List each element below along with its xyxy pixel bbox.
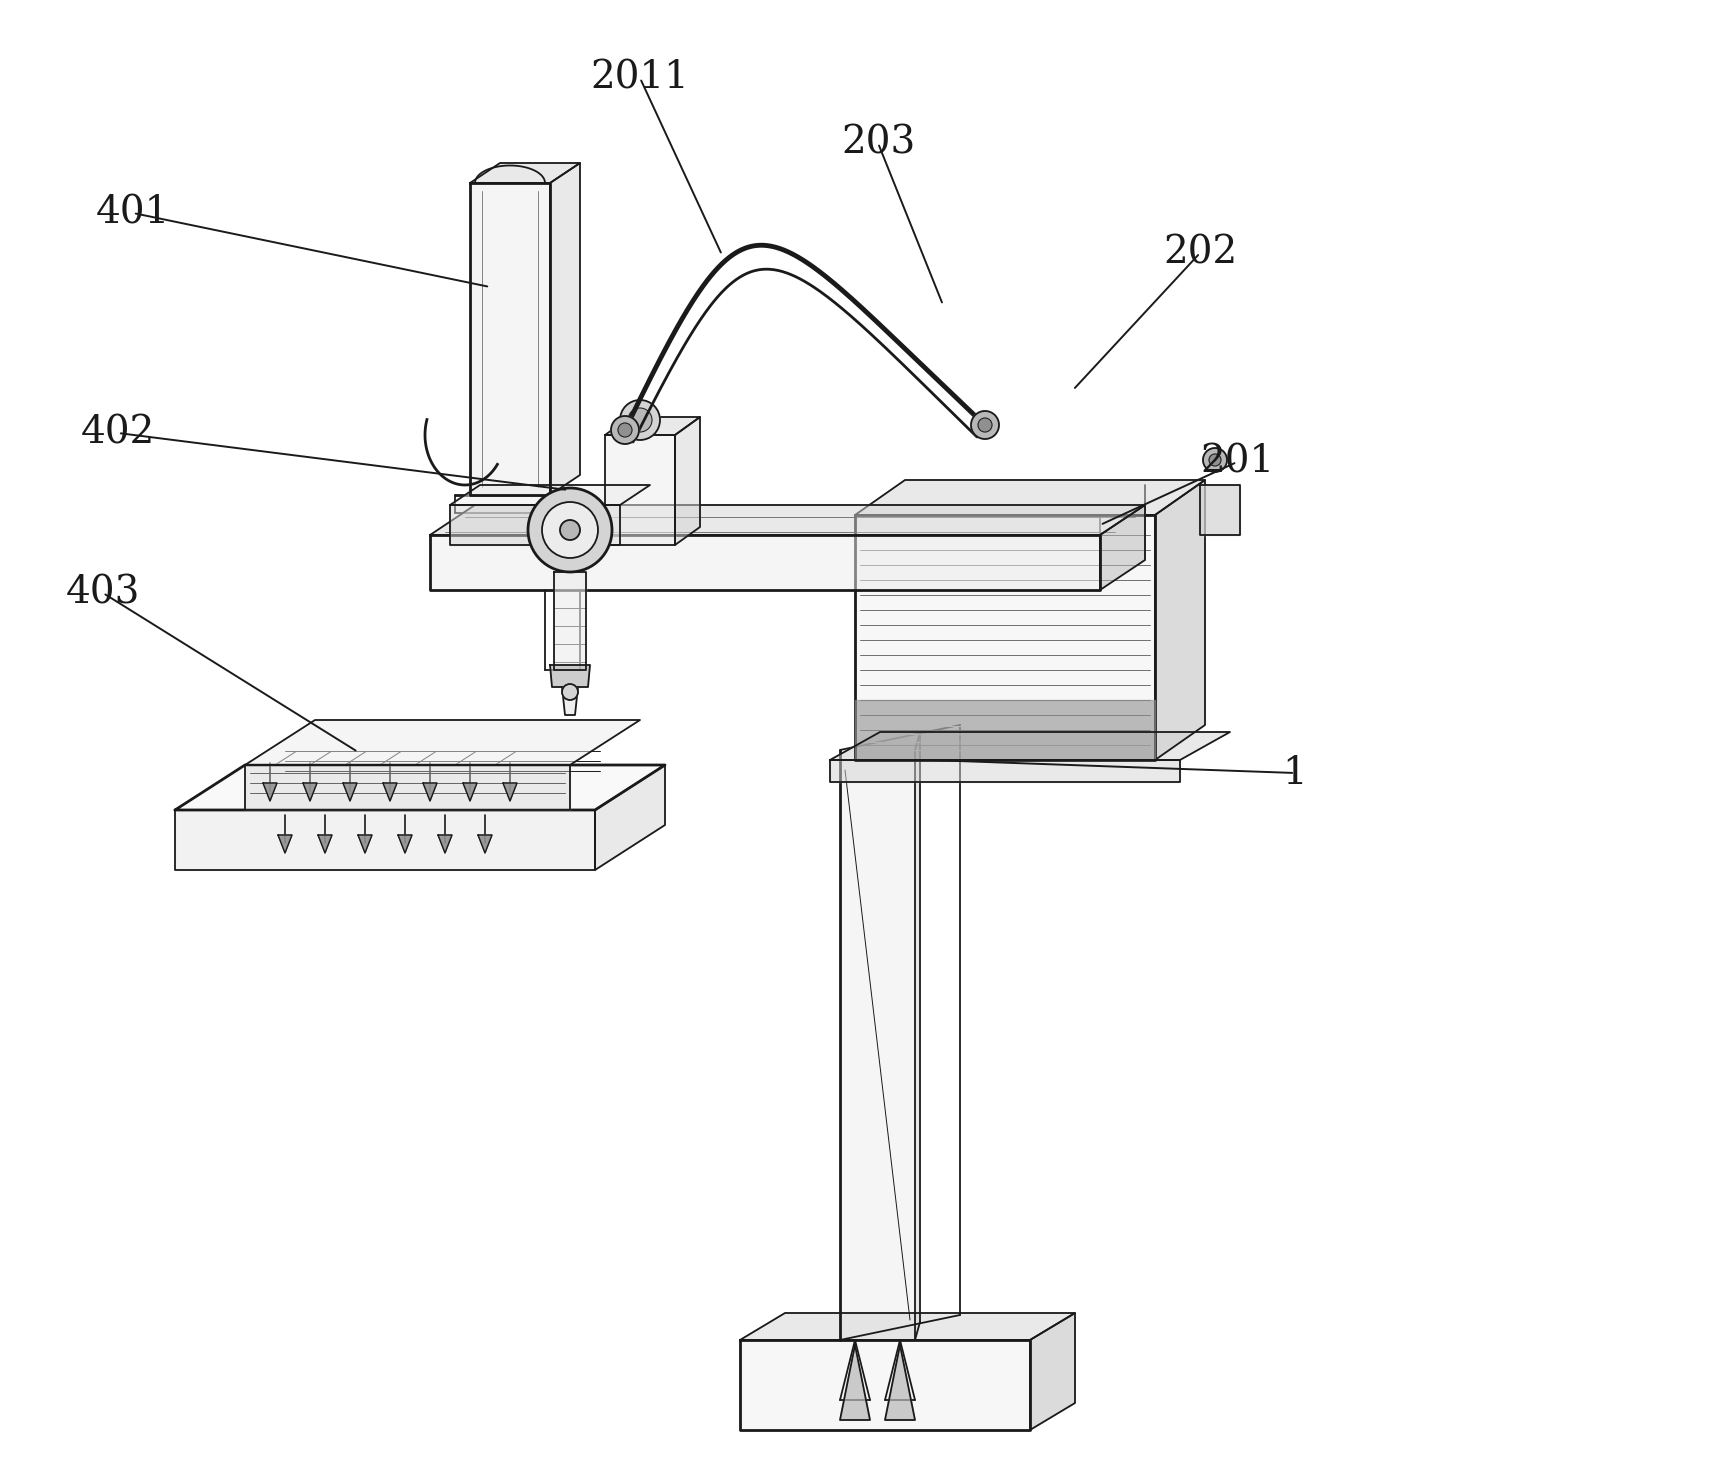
Polygon shape: [1155, 480, 1205, 760]
Polygon shape: [831, 760, 1179, 782]
Circle shape: [1208, 453, 1220, 465]
Circle shape: [1203, 448, 1227, 471]
Polygon shape: [318, 834, 332, 854]
Circle shape: [542, 502, 598, 559]
Polygon shape: [244, 720, 639, 765]
Polygon shape: [554, 572, 586, 670]
Polygon shape: [605, 436, 675, 545]
Circle shape: [561, 520, 579, 539]
Polygon shape: [854, 480, 1205, 516]
Polygon shape: [550, 665, 590, 688]
Text: 401: 401: [96, 194, 171, 231]
Text: 2011: 2011: [591, 59, 689, 96]
Polygon shape: [550, 163, 579, 495]
Polygon shape: [1101, 505, 1145, 590]
Polygon shape: [244, 765, 571, 811]
Polygon shape: [174, 811, 595, 870]
Polygon shape: [174, 765, 665, 811]
Circle shape: [619, 422, 632, 437]
Text: 203: 203: [841, 124, 914, 162]
Polygon shape: [914, 732, 919, 1340]
Circle shape: [612, 416, 639, 445]
Polygon shape: [470, 163, 579, 182]
Polygon shape: [605, 416, 701, 436]
Polygon shape: [885, 1346, 914, 1420]
Polygon shape: [1200, 485, 1241, 535]
Polygon shape: [302, 782, 316, 800]
Polygon shape: [424, 782, 438, 800]
Polygon shape: [740, 1313, 1075, 1340]
Polygon shape: [595, 765, 665, 870]
Text: 402: 402: [80, 415, 156, 452]
Polygon shape: [398, 834, 412, 854]
Circle shape: [562, 685, 578, 700]
Circle shape: [971, 411, 1000, 439]
Polygon shape: [854, 516, 1155, 760]
Polygon shape: [841, 1346, 870, 1420]
Polygon shape: [1031, 1313, 1075, 1430]
Circle shape: [528, 488, 612, 572]
Polygon shape: [263, 782, 277, 800]
Polygon shape: [740, 1340, 1031, 1430]
Polygon shape: [449, 505, 620, 545]
Text: 1: 1: [1283, 754, 1307, 791]
Polygon shape: [279, 834, 292, 854]
Circle shape: [627, 408, 653, 431]
Polygon shape: [479, 834, 492, 854]
Circle shape: [620, 400, 660, 440]
Polygon shape: [431, 535, 1101, 590]
Polygon shape: [854, 700, 1155, 760]
Circle shape: [978, 418, 991, 431]
Polygon shape: [502, 782, 518, 800]
Text: 202: 202: [1162, 234, 1237, 271]
Polygon shape: [463, 782, 477, 800]
Polygon shape: [831, 732, 1230, 760]
Polygon shape: [431, 505, 1145, 535]
Polygon shape: [344, 782, 357, 800]
Polygon shape: [357, 834, 373, 854]
Polygon shape: [383, 782, 396, 800]
Polygon shape: [562, 688, 578, 714]
Text: 201: 201: [1200, 443, 1275, 480]
Polygon shape: [470, 182, 550, 495]
Polygon shape: [438, 834, 451, 854]
Polygon shape: [841, 750, 914, 1340]
Polygon shape: [449, 485, 649, 505]
Text: 403: 403: [67, 575, 140, 612]
Polygon shape: [675, 416, 701, 545]
